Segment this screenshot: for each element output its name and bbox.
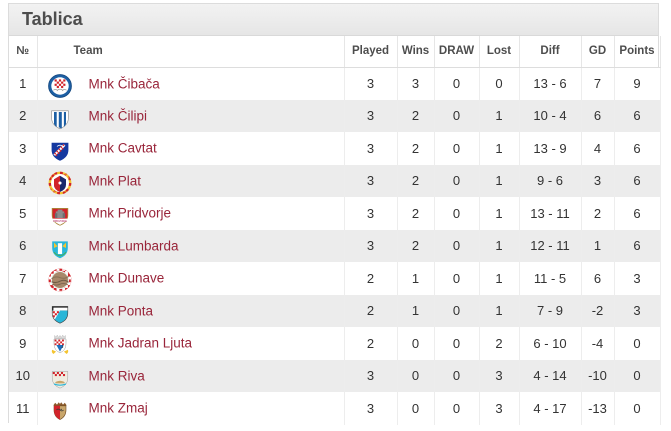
svg-text:PRIDVORJE: PRIDVORJE: [53, 220, 67, 223]
svg-text:J: J: [61, 345, 63, 349]
